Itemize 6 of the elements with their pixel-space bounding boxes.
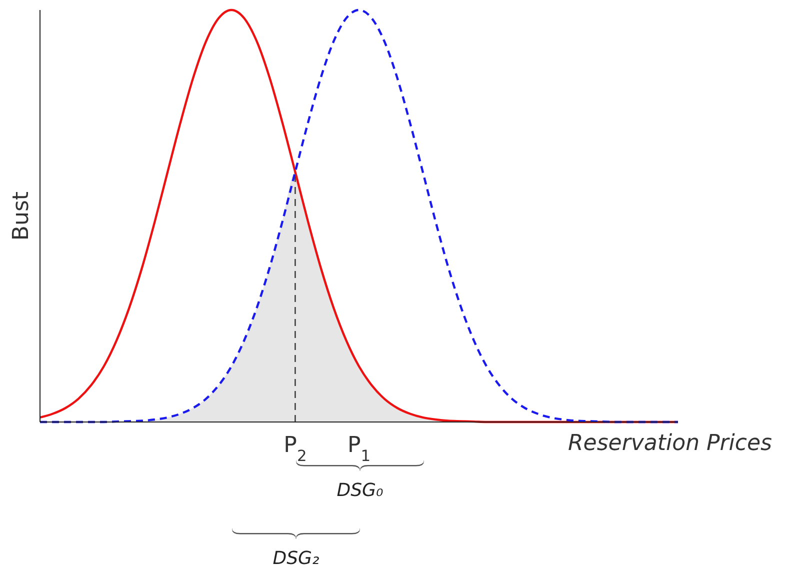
y-axis-title: Bust xyxy=(9,191,34,241)
x-tick-label: P$_{2}$ xyxy=(284,433,307,465)
x-tick-label: P$_{1}$ xyxy=(347,433,371,465)
text: DSG₀ xyxy=(336,480,384,501)
text: DSG₂ xyxy=(272,548,320,569)
x-axis-title: Reservation Prices xyxy=(568,431,772,456)
